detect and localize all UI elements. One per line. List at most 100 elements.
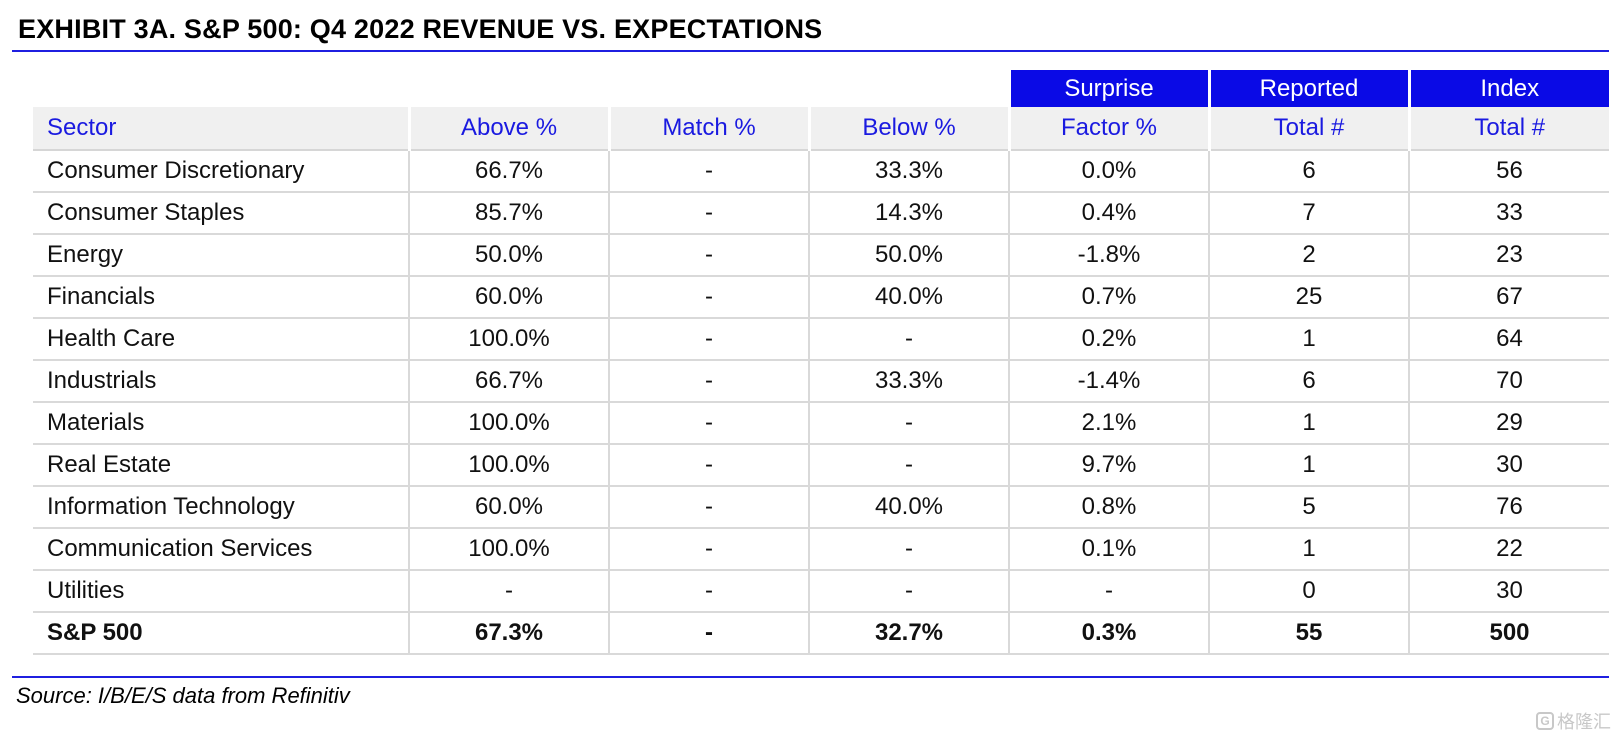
value-cell: 2.1%	[1008, 402, 1209, 445]
top-header-cell: Index	[1407, 70, 1609, 107]
sector-cell: Utilities	[33, 570, 409, 613]
value-cell: 0.7%	[1008, 276, 1209, 319]
value-cell: -1.8%	[1008, 234, 1209, 277]
sector-cell: Health Care	[33, 318, 409, 361]
column-header: Total #	[1407, 107, 1609, 151]
value-cell: 56	[1408, 150, 1609, 193]
value-cell: -	[608, 486, 809, 529]
column-header: Factor %	[1007, 107, 1209, 151]
value-cell: 55	[1208, 612, 1409, 655]
table-row: Materials 100.0% - -2.1% 1 29	[33, 402, 1609, 445]
value-cell: 64	[1408, 318, 1609, 361]
value-cell: 67.3%	[408, 612, 609, 655]
value-cell: 23	[1408, 234, 1609, 277]
value-cell: 29	[1408, 402, 1609, 445]
value-cell: 33.3%	[808, 360, 1009, 403]
column-header-row: Sector Above % Match % Below % Factor % …	[33, 107, 1609, 151]
source-note: Source: I/B/E/S data from Refinitiv	[16, 683, 350, 708]
value-cell: -	[608, 234, 809, 277]
value-cell: 76	[1408, 486, 1609, 529]
value-cell: 67	[1408, 276, 1609, 319]
value-cell: 0.0%	[1008, 150, 1209, 193]
table-row: Consumer Staples 85.7% -14.3% 0.4% 7 33	[33, 192, 1609, 235]
value-cell: 6	[1208, 150, 1409, 193]
watermark-text: 格隆汇	[1557, 712, 1611, 732]
footer-divider	[12, 676, 1609, 678]
table-row: Financials 60.0% -40.0% 0.7% 25 67	[33, 276, 1609, 319]
table-row: Real Estate 100.0% - -9.7% 1 30	[33, 444, 1609, 487]
title-divider	[12, 50, 1609, 52]
column-header: Below %	[807, 107, 1009, 151]
value-cell: 30	[1408, 444, 1609, 487]
value-cell: 100.0%	[408, 402, 609, 445]
value-cell: -	[608, 612, 809, 655]
value-cell: 0	[1208, 570, 1409, 613]
sector-cell: Materials	[33, 402, 409, 445]
value-cell: 70	[1408, 360, 1609, 403]
value-cell: 100.0%	[408, 444, 609, 487]
value-cell: -	[808, 528, 1009, 571]
top-header-cell: Reported	[1207, 70, 1409, 107]
value-cell: 30	[1408, 570, 1609, 613]
total-row: S&P 500 67.3% -32.7% 0.3% 55 500	[33, 612, 1609, 655]
value-cell: 1	[1208, 402, 1409, 445]
value-cell: 32.7%	[808, 612, 1009, 655]
table-row: Utilities - - - -0 30	[33, 570, 1609, 613]
sector-cell: Communication Services	[33, 528, 409, 571]
table-row: Consumer Discretionary 66.7% -33.3% 0.0% 6 56	[33, 150, 1609, 193]
table-row: Energy 50.0% -50.0% -1.8% 2 23	[33, 234, 1609, 277]
exhibit-title: EXHIBIT 3A. S&P 500: Q4 2022 REVENUE VS.…	[18, 14, 823, 44]
table-row: Health Care 100.0% - -0.2% 1 64	[33, 318, 1609, 361]
value-cell: 1	[1208, 444, 1409, 487]
sector-cell: S&P 500	[33, 612, 409, 655]
value-cell: 60.0%	[408, 276, 609, 319]
value-cell: 0.1%	[1008, 528, 1209, 571]
value-cell: -	[1008, 570, 1209, 613]
value-cell: -	[608, 276, 809, 319]
value-cell: 0.8%	[1008, 486, 1209, 529]
column-header: Match %	[607, 107, 809, 151]
value-cell: 66.7%	[408, 150, 609, 193]
value-cell: -	[608, 570, 809, 613]
value-cell: -	[408, 570, 609, 613]
column-header: Total #	[1207, 107, 1409, 151]
value-cell: 0.2%	[1008, 318, 1209, 361]
value-cell: 50.0%	[408, 234, 609, 277]
value-cell: -	[608, 150, 809, 193]
table-row: Industrials 66.7% -33.3% -1.4% 6 70	[33, 360, 1609, 403]
table-row: Communication Services 100.0% - -0.1% 1 22	[33, 528, 1609, 571]
sector-cell: Consumer Discretionary	[33, 150, 409, 193]
value-cell: 7	[1208, 192, 1409, 235]
value-cell: -	[608, 528, 809, 571]
value-cell: -	[608, 192, 809, 235]
value-cell: 9.7%	[1008, 444, 1209, 487]
value-cell: 40.0%	[808, 486, 1009, 529]
value-cell: -	[808, 318, 1009, 361]
value-cell: 100.0%	[408, 528, 609, 571]
value-cell: 22	[1408, 528, 1609, 571]
value-cell: 60.0%	[408, 486, 609, 529]
value-cell: 500	[1408, 612, 1609, 655]
value-cell: 2	[1208, 234, 1409, 277]
value-cell: -	[608, 360, 809, 403]
value-cell: -	[808, 402, 1009, 445]
value-cell: 6	[1208, 360, 1409, 403]
value-cell: 100.0%	[408, 318, 609, 361]
column-header: Sector	[33, 107, 409, 151]
value-cell: 33	[1408, 192, 1609, 235]
sector-cell: Financials	[33, 276, 409, 319]
sector-cell: Information Technology	[33, 486, 409, 529]
value-cell: 0.4%	[1008, 192, 1209, 235]
revenue-table: Surprise Reported Index Sector Above % M…	[33, 70, 1609, 655]
top-header-cell: Surprise	[1007, 70, 1209, 107]
column-header: Above %	[407, 107, 609, 151]
sector-cell: Consumer Staples	[33, 192, 409, 235]
top-header-row: Surprise Reported Index	[33, 70, 1609, 107]
value-cell: -	[808, 570, 1009, 613]
value-cell: -	[608, 444, 809, 487]
value-cell: 25	[1208, 276, 1409, 319]
value-cell: 66.7%	[408, 360, 609, 403]
value-cell: 1	[1208, 528, 1409, 571]
value-cell: -	[608, 402, 809, 445]
value-cell: -	[608, 318, 809, 361]
